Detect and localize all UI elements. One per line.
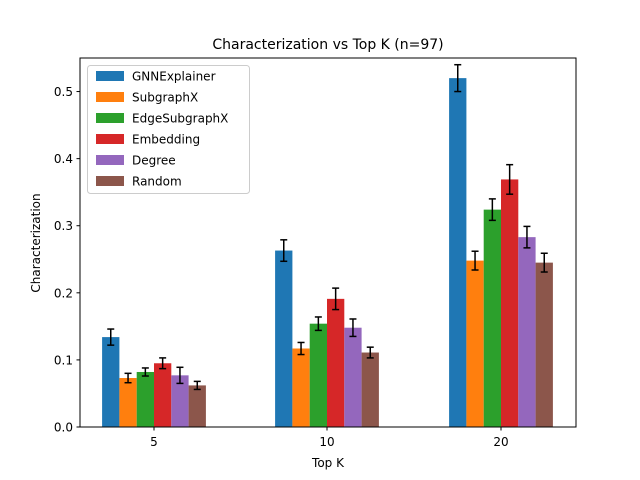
legend-swatch — [96, 71, 124, 81]
y-tick-label: 0.2 — [54, 286, 73, 300]
x-tick-label: 5 — [150, 435, 158, 449]
bar — [466, 260, 484, 427]
bar — [292, 348, 310, 427]
legend-swatch — [96, 176, 124, 186]
bar — [361, 352, 379, 427]
y-tick-label: 0.3 — [54, 219, 73, 233]
bar — [483, 209, 501, 427]
legend-swatch — [96, 155, 124, 165]
legend-swatch — [96, 134, 124, 144]
bar — [102, 337, 120, 427]
y-tick-label: 0.1 — [54, 353, 73, 367]
chart-title: Characterization vs Top K (n=97) — [212, 37, 443, 53]
bar — [188, 385, 206, 427]
y-tick-label: 0.4 — [54, 152, 73, 166]
bar — [344, 327, 362, 427]
legend-label: EdgeSubgraphX — [132, 112, 228, 126]
plot-frame — [79, 57, 577, 428]
bar — [171, 375, 189, 427]
bar — [309, 323, 327, 427]
legend-label: Degree — [132, 154, 176, 168]
legend-label: Random — [132, 175, 182, 189]
legend-swatch — [96, 113, 124, 123]
legend-label: Embedding — [132, 133, 200, 147]
x-tick-label: 10 — [319, 435, 334, 449]
legend-swatch — [96, 92, 124, 102]
axis-ticks: 0.0 0.1 0.2 0.3 0.4 0.5 5 10 20 — [54, 85, 509, 449]
bar — [136, 371, 154, 427]
bar — [535, 262, 553, 427]
legend-box — [87, 65, 250, 194]
bar — [501, 179, 519, 427]
bar — [275, 250, 293, 427]
y-tick-label: 0.0 — [54, 421, 73, 435]
bars-layer — [102, 63, 553, 428]
bar — [119, 378, 137, 427]
x-tick-label: 20 — [493, 435, 508, 449]
y-axis-label: Characterization — [29, 193, 43, 292]
y-tick-label: 0.5 — [54, 85, 73, 99]
bar — [518, 237, 536, 427]
legend-label: SubgraphX — [132, 91, 198, 105]
bar — [154, 363, 172, 427]
legend: GNNExplainer SubgraphX EdgeSubgraphX Embedd… — [87, 65, 250, 194]
legend-label: GNNExplainer — [132, 70, 216, 84]
x-axis-label: Top K — [311, 456, 345, 470]
bar — [449, 78, 467, 428]
bar — [327, 298, 345, 427]
